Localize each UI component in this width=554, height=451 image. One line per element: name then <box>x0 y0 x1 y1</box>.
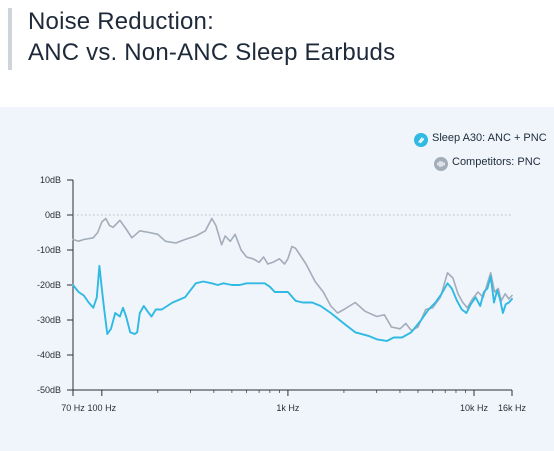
title-accent-bar <box>8 8 12 70</box>
sound-icon <box>414 133 428 147</box>
series-line-sleep-a30 <box>72 264 513 342</box>
chart-title-line-2: ANC vs. Non-ANC Sleep Earbuds <box>28 39 396 66</box>
y-tick-label: -40dB <box>37 350 61 360</box>
series-line-competitors <box>72 217 513 332</box>
legend-label-sleep-a30: Sleep A30: ANC + PNC <box>432 132 547 144</box>
wave-icon <box>434 157 448 171</box>
chart-title-line-1: Noise Reduction: <box>28 8 214 35</box>
y-tick-label: 10dB <box>40 175 61 185</box>
chart-title: Noise Reduction: ANC vs. Non-ANC Sleep E… <box>28 6 395 68</box>
y-tick-label: -20dB <box>37 280 61 290</box>
y-tick-label: -10dB <box>37 245 61 255</box>
x-tick-label: 100 Hz <box>88 403 117 413</box>
legend-item-competitors: Competitors: PNC <box>346 154 546 175</box>
x-tick-label: 1k Hz <box>276 403 300 413</box>
x-tick-label: 16k Hz <box>498 403 527 413</box>
x-tick-label: 10k Hz <box>460 403 489 413</box>
chart-panel <box>0 107 554 451</box>
y-tick-label: -30dB <box>37 315 61 325</box>
legend-item-sleep-a30: Sleep A30: ANC + PNC <box>346 130 547 151</box>
legend-label-competitors: Competitors: PNC <box>452 156 541 168</box>
y-tick-label: -50dB <box>37 385 61 395</box>
y-tick-label: 0dB <box>45 210 61 220</box>
x-tick-label: 70 Hz <box>61 403 85 413</box>
chart-legend: Sleep A30: ANC + PNC Competitors: PNC <box>346 130 547 178</box>
